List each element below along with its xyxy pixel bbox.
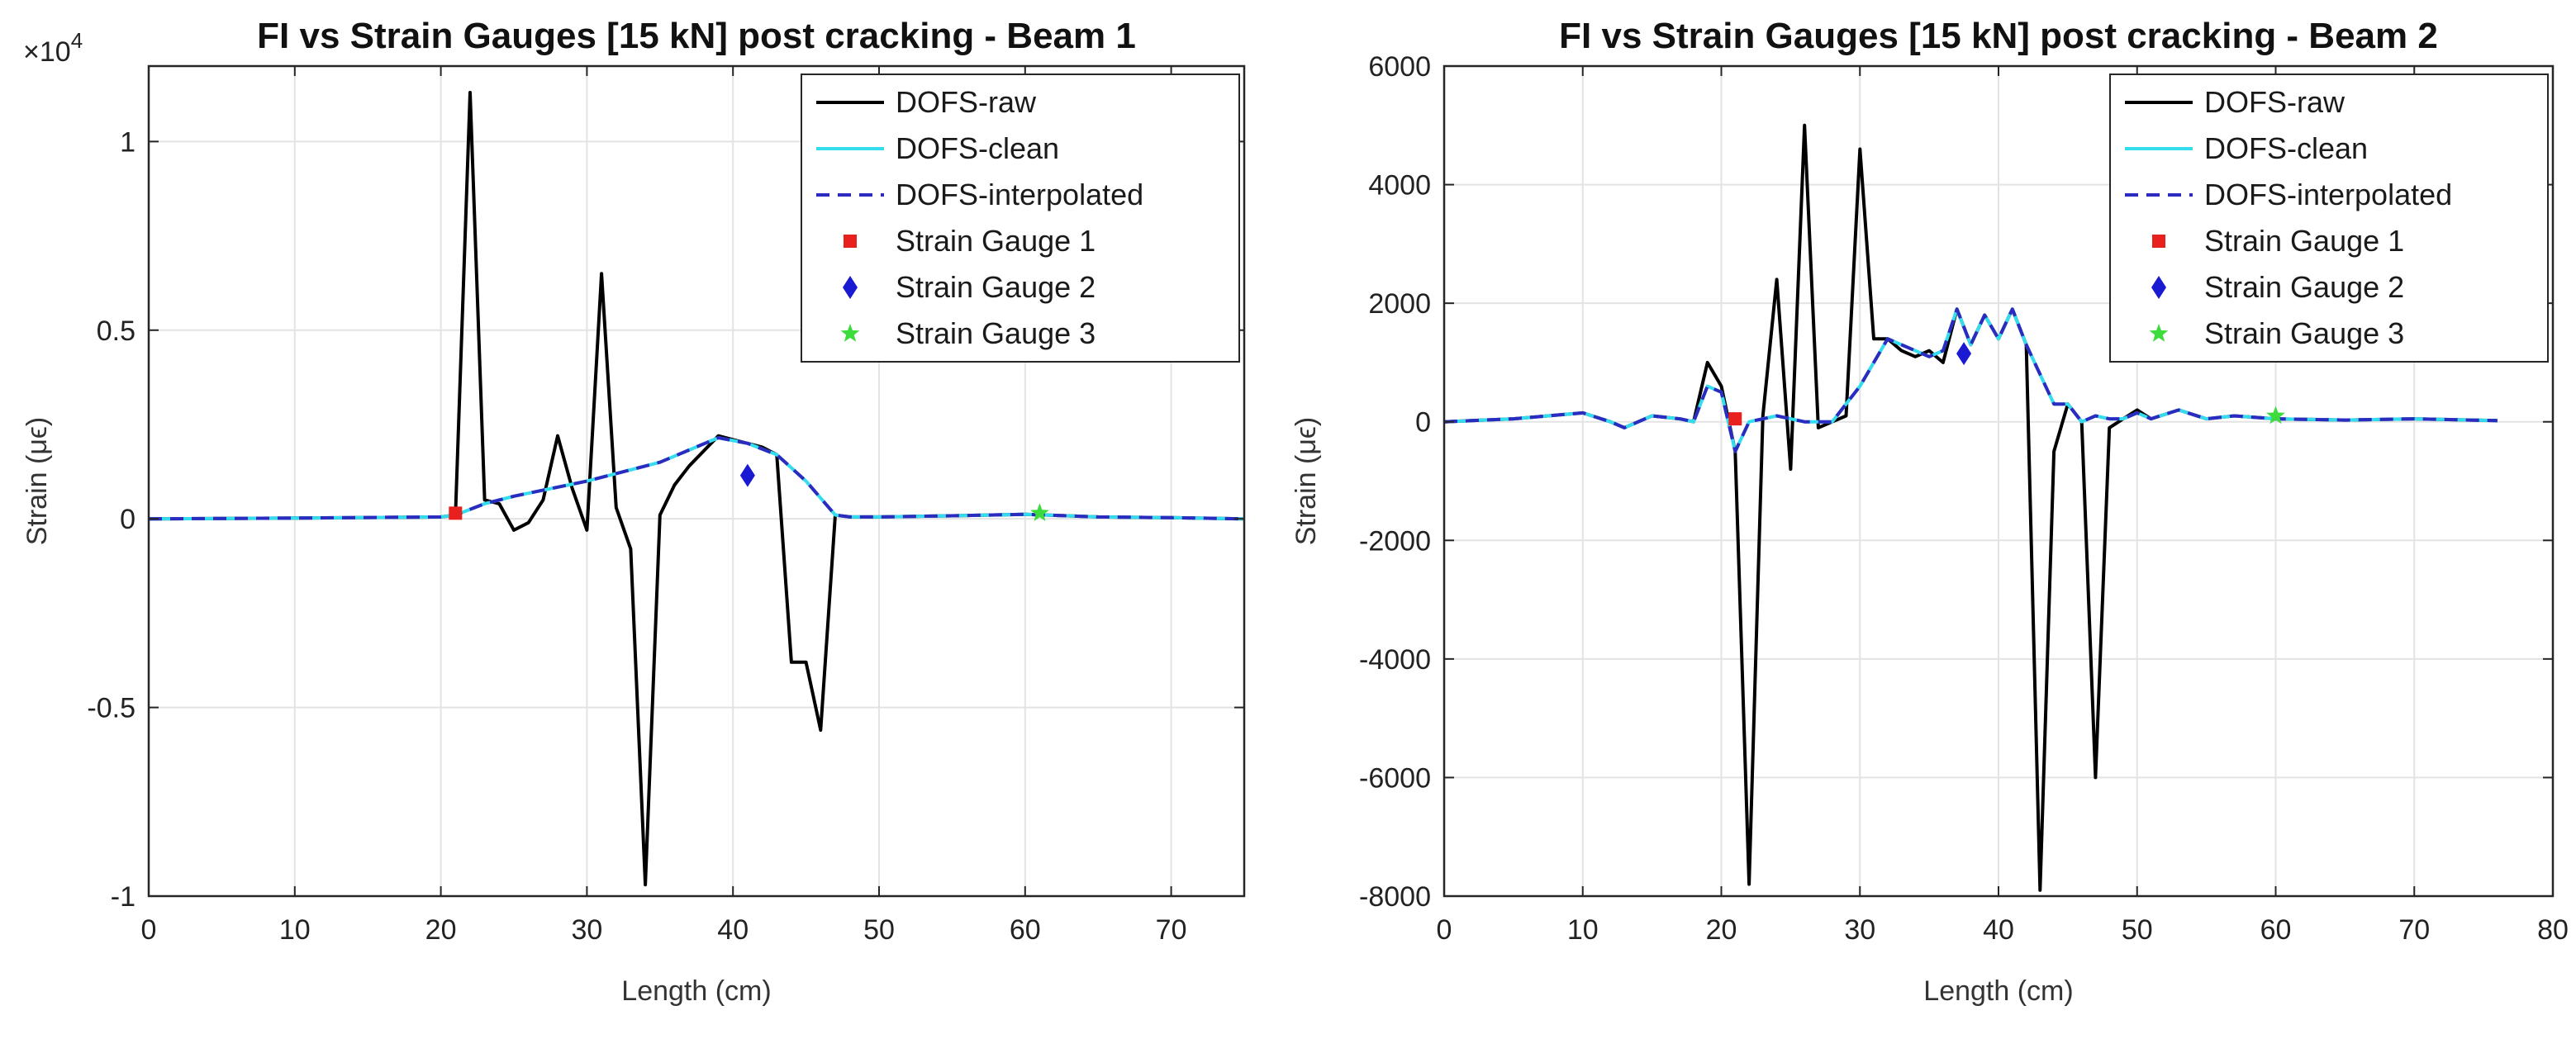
panel-1-legend-label-dofs-clean: DOFS-clean <box>896 131 1059 165</box>
panel-2-x-tick-label: 80 <box>2537 914 2569 946</box>
panel-1-legend-swatch-strain-gauge-1 <box>844 235 857 248</box>
panel-2-legend-label-strain-gauge-2: Strain Gauge 2 <box>2204 270 2404 304</box>
panel-1-legend-swatch-strain-gauge-2 <box>843 276 858 299</box>
panel-1-axis-exponent: ×104 <box>23 28 83 68</box>
panel-2-legend-swatch-strain-gauge-1 <box>2152 235 2165 248</box>
panel-2-x-tick-label: 10 <box>1567 914 1599 946</box>
panel-2-legend-label-dofs-raw: DOFS-raw <box>2204 85 2345 119</box>
panel-1-legend-label-dofs-interpolated: DOFS-interpolated <box>896 178 1143 211</box>
panel-1-x-tick-label: 60 <box>1010 914 1041 946</box>
panel-1-title: FI vs Strain Gauges [15 kN] post crackin… <box>257 16 1136 56</box>
panel-1-axes-box <box>147 64 1246 898</box>
panel-1-x-tick-label: 70 <box>1156 914 1187 946</box>
panel-2-legend-swatch-strain-gauge-3 <box>2149 324 2169 342</box>
panel-2-strain-gauge-1-marker <box>1728 412 1742 426</box>
panel-1-y-axis-label: Strain (μϵ) <box>21 417 53 546</box>
panel-1-strain-gauge-1-marker <box>449 506 463 520</box>
panel-1-y-tick-label: -0.5 <box>87 693 135 724</box>
panel-2-y-tick-label: 0 <box>1415 407 1431 439</box>
panel-1-y-tick-label: 0.5 <box>97 315 135 347</box>
panel-2-x-tick-label: 70 <box>2398 914 2430 946</box>
panel-1-x-tick-label: 40 <box>717 914 749 946</box>
chart-2: 0 10 20 30 40 50 60 70 80 -8000 -6000 -4000 -2000 0 20… <box>1290 16 2569 1007</box>
panel-2-x-axis-label: Length (cm) <box>1923 975 2073 1007</box>
panel-2-y-tick-label: 6000 <box>1368 51 1431 83</box>
panel-2-y-tick-label: -4000 <box>1359 644 1431 676</box>
panel-1-x-tick-label: 0 <box>141 914 157 946</box>
panel-2-y-tick-label: -8000 <box>1359 881 1431 913</box>
panel-1-strain-gauge-2-marker <box>739 463 755 487</box>
panel-2-y-axis-label: Strain (μϵ) <box>1290 417 1322 546</box>
panel-1-legend-box <box>801 74 1240 363</box>
panel-2-legend-label-dofs-clean: DOFS-clean <box>2204 131 2368 165</box>
panel-2-y-tick-label: 4000 <box>1368 170 1431 202</box>
panel-2-y-tick-label: -2000 <box>1359 525 1431 557</box>
panel-1-x-tick-label: 50 <box>863 914 895 946</box>
panel-2-x-tick-label: 40 <box>1983 914 2014 946</box>
panel-1-axis-exponent-base: ×10 <box>23 36 71 68</box>
panel-2-strain-gauge-3-marker <box>2266 406 2285 425</box>
panel-2-x-tick-label: 20 <box>1706 914 1737 946</box>
panel-1-x-tick-label: 30 <box>571 914 602 946</box>
panel-2-legend-label-dofs-interpolated: DOFS-interpolated <box>2204 178 2452 211</box>
panel-2-strain-gauge-2-marker <box>1956 342 1972 366</box>
panel-2-legend-label-strain-gauge-1: Strain Gauge 1 <box>2204 224 2404 258</box>
panel-1-legend: DOFS-raw DOFS-clean DOFS-interpolated Strai… <box>801 74 1240 363</box>
panel-2-x-tick-label: 50 <box>2122 914 2153 946</box>
panel-1-y-tick-label: 1 <box>120 126 135 158</box>
panel-2-x-tick-label: 0 <box>1437 914 1452 946</box>
panel-1-legend-label-strain-gauge-2: Strain Gauge 2 <box>896 270 1096 304</box>
panel-2-x-tick-label: 60 <box>2260 914 2292 946</box>
panel-2-legend-box <box>2109 74 2549 363</box>
panel-1-strain-gauge-3-marker <box>1030 503 1049 521</box>
panel-2-legend-label-strain-gauge-3: Strain Gauge 3 <box>2204 316 2404 350</box>
panel-2-y-tick-label: 2000 <box>1368 288 1431 320</box>
panel-1-axis-exponent-power: 4 <box>71 28 83 53</box>
panel-1-legend-swatch-strain-gauge-3 <box>840 324 860 342</box>
panel-1-x-tick-label: 10 <box>279 914 311 946</box>
panel-1-legend-label-dofs-raw: DOFS-raw <box>896 85 1037 119</box>
panel-1-x-axis-label: Length (cm) <box>621 975 771 1007</box>
panel-2-title: FI vs Strain Gauges [15 kN] post crackin… <box>1559 16 2438 56</box>
panel-1-y-tick-label: 0 <box>120 504 135 535</box>
panel-1-y-tick-label: -1 <box>111 881 135 913</box>
panel-2-series-dofs-interpolated-line <box>1444 307 2498 453</box>
panel-2-x-tick-label: 30 <box>1844 914 1875 946</box>
panel-2-legend-swatch-strain-gauge-2 <box>2151 276 2166 299</box>
panel-1-x-tick-label: 20 <box>425 914 457 946</box>
panel-2-y-tick-label: -6000 <box>1359 762 1431 794</box>
chart-1: 0 10 20 30 40 50 60 70 -1 -0.5 0 0.5 1 ×104 FI vs Stra… <box>21 16 1246 1007</box>
panel-1-legend-label-strain-gauge-3: Strain Gauge 3 <box>896 316 1096 350</box>
panel-1-legend-label-strain-gauge-1: Strain Gauge 1 <box>896 224 1096 258</box>
panel-2-legend: DOFS-raw DOFS-clean DOFS-interpolated Strai… <box>2109 74 2549 363</box>
